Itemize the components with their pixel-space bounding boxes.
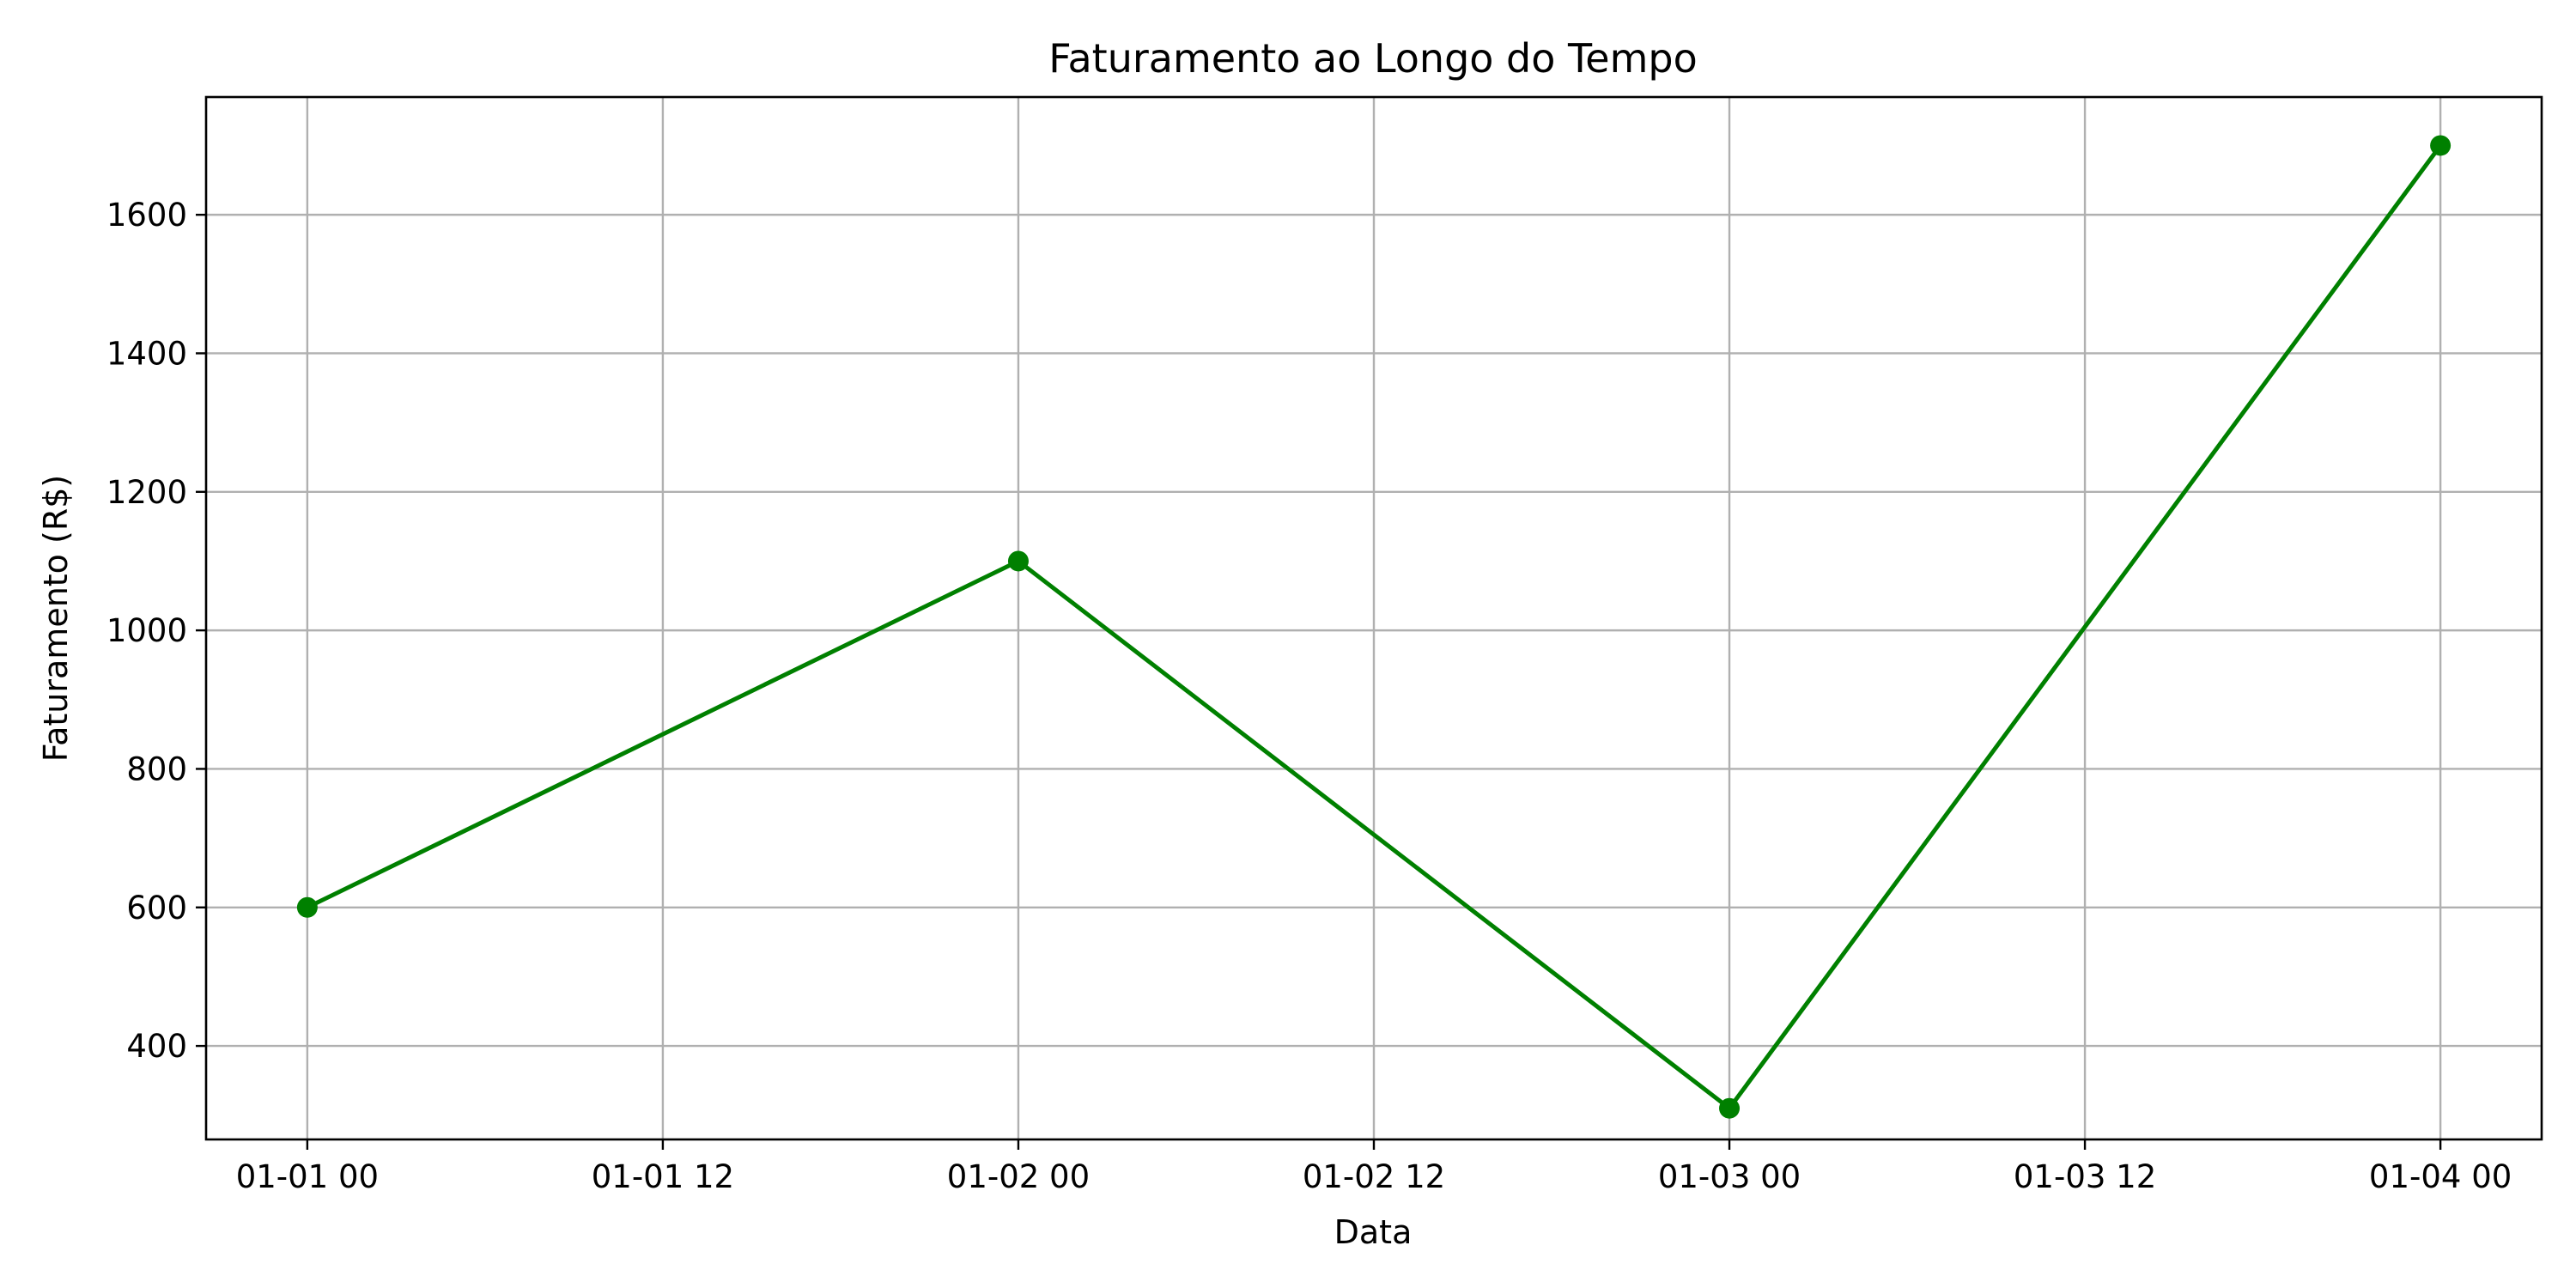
x-tick-label: 01-02 12: [1303, 1158, 1445, 1195]
grid-lines: [206, 97, 2542, 1139]
y-tick-label: 1400: [106, 335, 187, 372]
series-line: [306, 143, 2443, 1111]
y-tick-label: 400: [126, 1028, 187, 1065]
x-axis-label: Data: [1334, 1213, 1413, 1251]
axis-ticks: 01-01 00 01-01 12 01-02 00 01-02 12 01-03 00…: [106, 197, 2512, 1195]
y-tick-label: 1200: [106, 474, 187, 511]
data-point: [2430, 135, 2451, 156]
y-tick-label: 600: [126, 890, 187, 927]
data-point: [296, 896, 318, 918]
x-tick-label: 01-01 00: [236, 1158, 379, 1195]
chart-title: Faturamento ao Longo do Tempo: [1048, 35, 1698, 82]
x-tick-label: 01-03 00: [1658, 1158, 1801, 1195]
series-layer: [296, 135, 2451, 1119]
x-tick-label: 01-04 00: [2369, 1158, 2512, 1195]
plot-frame: [204, 95, 2543, 1141]
y-tick-label: 1000: [106, 612, 187, 649]
x-tick-label: 01-03 12: [2014, 1158, 2156, 1195]
y-tick-label: 1600: [106, 197, 187, 234]
x-tick-label: 01-02 00: [947, 1158, 1090, 1195]
y-tick-label: 800: [126, 750, 187, 787]
data-point: [1007, 550, 1029, 572]
x-tick-label: 01-01 12: [592, 1158, 734, 1195]
data-point: [1719, 1097, 1741, 1119]
y-axis-label: Faturamento (R$): [37, 475, 75, 762]
